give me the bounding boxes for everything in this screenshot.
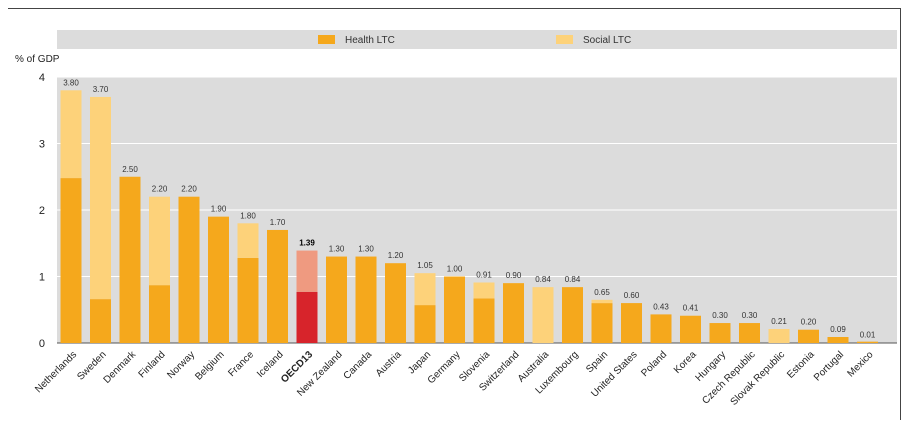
bar-segment — [532, 287, 554, 343]
legend-band — [57, 30, 897, 49]
bar-segment — [591, 303, 613, 343]
bar-segment — [90, 96, 111, 300]
bar-segment — [444, 276, 465, 343]
category-labels: NetherlandsSwedenDenmarkFinlandNorwayBel… — [33, 349, 876, 408]
value-label: 3.70 — [93, 85, 109, 94]
value-label: 0.90 — [506, 271, 522, 280]
bar-segment — [237, 257, 259, 343]
bar-segment — [621, 303, 642, 343]
bar-segment — [414, 273, 436, 306]
bar-segment — [650, 314, 672, 343]
value-labels: 3.80 3.70 2.50 2.20 2.20 1.90 1.80 1.70 1.39 1.30… — [63, 78, 876, 339]
bar-segment — [709, 323, 731, 343]
category-label: Slovak Republic — [729, 349, 787, 407]
value-label: 0.30 — [742, 311, 758, 320]
category-label: Norway — [165, 349, 197, 381]
bar-segment — [473, 298, 495, 343]
bar-segment — [414, 305, 436, 343]
bar-segment — [119, 176, 141, 343]
bar-segment — [768, 329, 790, 343]
bars — [60, 90, 878, 343]
value-label: 1.00 — [447, 265, 463, 274]
value-label: 0.84 — [565, 275, 581, 284]
legend-swatch — [318, 35, 335, 44]
category-label: Czech Republic — [700, 349, 757, 406]
bar-segment — [296, 291, 318, 343]
value-label: 2.20 — [181, 185, 197, 194]
value-label: 0.30 — [712, 311, 728, 320]
bar-segment — [798, 329, 819, 343]
category-label: Mexico — [845, 349, 875, 379]
bar-segment — [267, 229, 288, 343]
bar-segment — [149, 285, 170, 343]
y-tick-label: 3 — [39, 139, 45, 151]
bar-segment — [149, 196, 170, 286]
bar-segment — [739, 323, 760, 343]
category-label: Spain — [584, 349, 610, 375]
value-label: 0.60 — [624, 291, 640, 300]
y-axis-ticks: 0 1 2 3 4 — [39, 72, 45, 350]
bar-segment — [355, 256, 377, 343]
value-label: 2.20 — [152, 185, 168, 194]
bar-segment — [60, 90, 82, 179]
value-label: 0.43 — [653, 302, 669, 311]
legend: Health LTC Social LTC — [318, 35, 631, 46]
y-axis-label: % of GDP — [15, 54, 60, 65]
value-label: 0.21 — [771, 317, 787, 326]
chart-frame — [8, 8, 901, 420]
bar-segment — [591, 299, 613, 304]
category-label: Canada — [342, 349, 375, 382]
value-label: 1.30 — [329, 245, 345, 254]
value-label: 3.80 — [63, 78, 79, 87]
value-label: 1.80 — [240, 211, 256, 220]
category-label: Denmark — [102, 349, 139, 386]
bar-segment — [473, 282, 495, 299]
category-label: Japan — [406, 349, 433, 376]
value-label: 1.05 — [417, 261, 433, 270]
bar-segment — [237, 223, 259, 258]
value-label: 0.91 — [476, 270, 492, 279]
value-label: 0.20 — [801, 318, 817, 327]
value-label: 0.01 — [860, 330, 876, 339]
bar-segment — [503, 283, 524, 343]
category-label: France — [226, 349, 256, 379]
bar-segment — [208, 216, 229, 343]
bar-segment — [90, 299, 111, 343]
value-label: 0.41 — [683, 304, 699, 313]
y-tick-label: 4 — [39, 72, 45, 84]
value-label: 0.84 — [535, 275, 551, 284]
value-label: 1.30 — [358, 245, 374, 254]
bar-segment — [857, 341, 878, 343]
value-label: 1.90 — [211, 205, 227, 214]
category-label: Belgium — [193, 349, 226, 382]
value-label: 1.70 — [270, 218, 286, 227]
category-label: Germany — [426, 349, 463, 386]
value-label: 2.50 — [122, 165, 138, 174]
y-tick-label: 0 — [39, 338, 45, 350]
legend-label: Social LTC — [583, 35, 631, 46]
bar-segment — [827, 337, 849, 343]
legend-label: Health LTC — [345, 35, 395, 46]
y-tick-label: 1 — [39, 272, 45, 284]
category-label: Finland — [137, 349, 168, 380]
value-label: 0.09 — [830, 325, 846, 334]
bar-segment — [680, 315, 701, 343]
category-label: Poland — [639, 349, 669, 379]
category-label: Korea — [672, 349, 699, 376]
bar-segment — [178, 196, 200, 343]
category-label: Portugal — [812, 349, 846, 383]
bar-segment — [60, 178, 82, 343]
bar-segment — [296, 250, 318, 292]
legend-swatch — [556, 35, 573, 44]
category-label: Netherlands — [33, 349, 79, 395]
bar-segment — [562, 287, 583, 343]
value-label: 0.65 — [594, 288, 610, 297]
bar-segment — [385, 263, 406, 343]
bar-segment — [326, 256, 347, 343]
value-label: 1.20 — [388, 251, 404, 260]
category-label: Austria — [374, 349, 404, 379]
y-tick-label: 2 — [39, 205, 45, 217]
value-label: 1.39 — [299, 239, 315, 248]
